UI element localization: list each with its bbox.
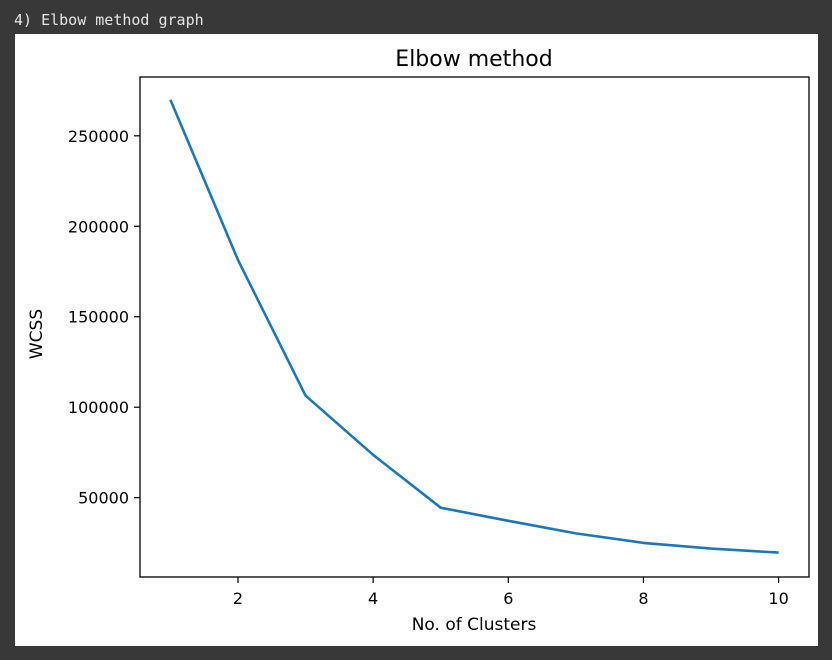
plot-area: 2 4 6 8 10 50000 100000 150000 200000 250000: [68, 76, 810, 608]
x-tick-label: 10: [768, 589, 788, 608]
y-tick-label: 200000: [68, 217, 129, 236]
cell-caption: 4) Elbow method graph: [14, 11, 204, 29]
chart-title: Elbow method: [395, 47, 552, 72]
line-chart: Elbow method No. of Clusters WCSS 2 4 6 8 10…: [27, 47, 810, 635]
x-tick-label: 6: [503, 589, 513, 608]
y-tick-label: 100000: [68, 398, 129, 417]
y-tick-label: 250000: [68, 127, 129, 146]
x-tick-label: 4: [368, 589, 378, 608]
y-axis-label: WCSS: [27, 309, 47, 359]
x-tick-label: 2: [233, 589, 243, 608]
x-axis-label: No. of Clusters: [412, 615, 537, 635]
x-tick-label: 8: [638, 589, 648, 608]
chart-figure: Elbow method No. of Clusters WCSS 2 4 6 8 10…: [15, 34, 818, 646]
y-tick-label: 50000: [78, 489, 129, 508]
y-tick-label: 150000: [68, 308, 129, 327]
plot-frame: [139, 76, 810, 578]
series-line-0: [169, 99, 779, 554]
